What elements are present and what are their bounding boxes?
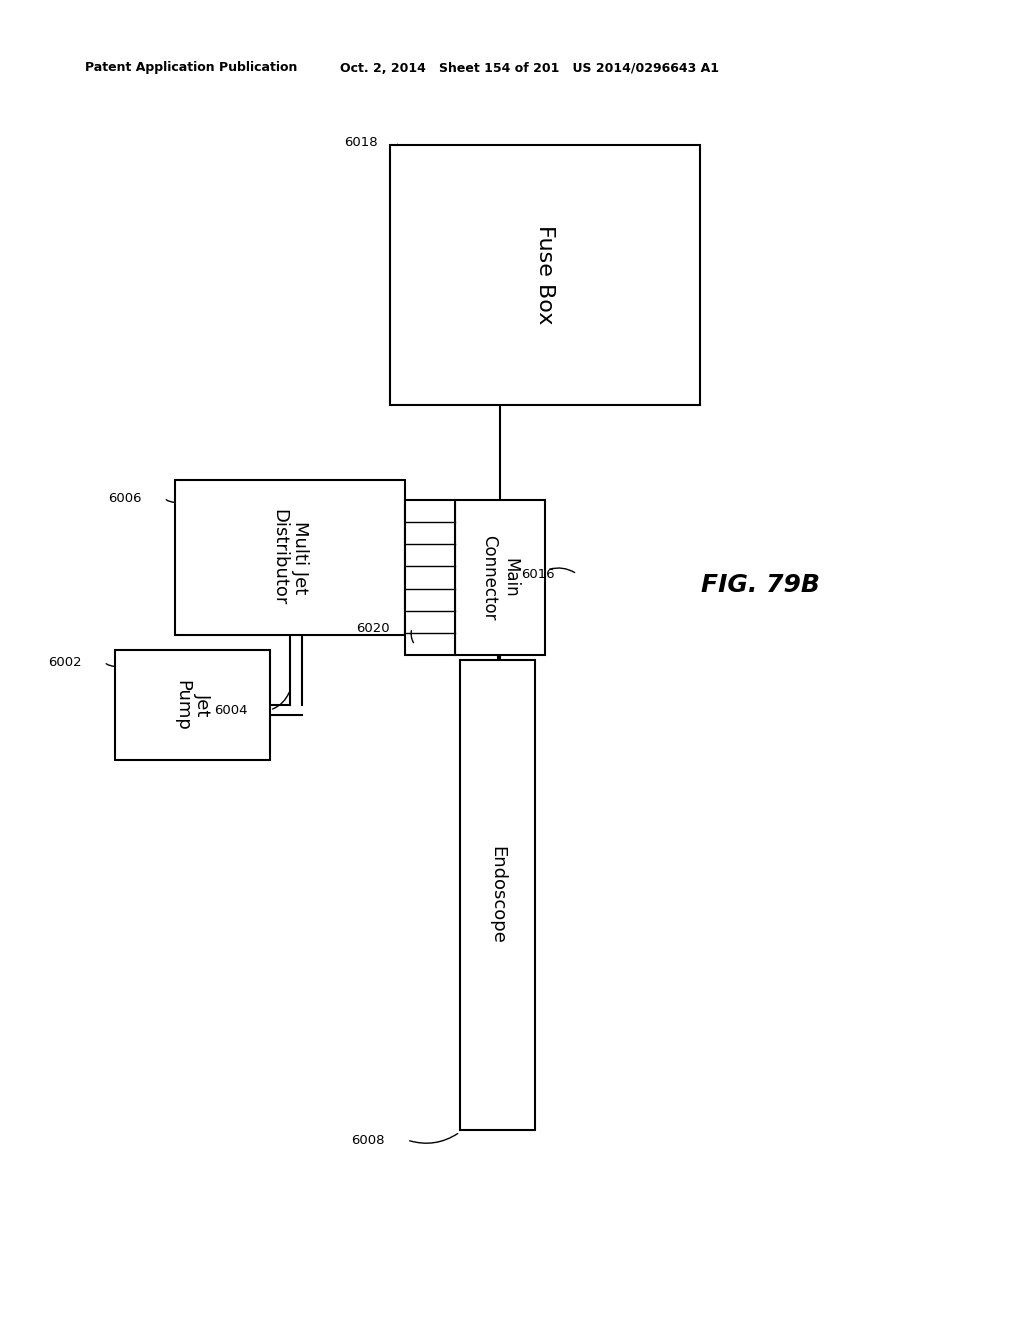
Bar bbox=[406, 500, 455, 655]
Bar bbox=[390, 145, 700, 405]
Text: FIG. 79B: FIG. 79B bbox=[700, 573, 819, 597]
Text: 6008: 6008 bbox=[351, 1134, 385, 1147]
Text: 6018: 6018 bbox=[344, 136, 378, 149]
Text: Oct. 2, 2014   Sheet 154 of 201   US 2014/0296643 A1: Oct. 2, 2014 Sheet 154 of 201 US 2014/02… bbox=[341, 62, 720, 74]
Text: Multi Jet
Distributor: Multi Jet Distributor bbox=[270, 510, 309, 606]
Bar bbox=[115, 649, 270, 760]
Text: 6002: 6002 bbox=[48, 656, 82, 668]
Text: Endoscope: Endoscope bbox=[488, 846, 507, 944]
Text: 6004: 6004 bbox=[214, 704, 248, 717]
Text: Main
Connector: Main Connector bbox=[480, 535, 519, 620]
Bar bbox=[455, 500, 545, 655]
Text: Patent Application Publication: Patent Application Publication bbox=[85, 62, 297, 74]
Bar bbox=[460, 660, 535, 1130]
Bar bbox=[175, 480, 406, 635]
Text: Fuse Box: Fuse Box bbox=[535, 226, 555, 325]
Text: 6016: 6016 bbox=[521, 568, 555, 581]
Text: 6020: 6020 bbox=[356, 622, 390, 635]
Text: Jet
Pump: Jet Pump bbox=[173, 680, 212, 730]
Text: 6006: 6006 bbox=[109, 491, 142, 504]
